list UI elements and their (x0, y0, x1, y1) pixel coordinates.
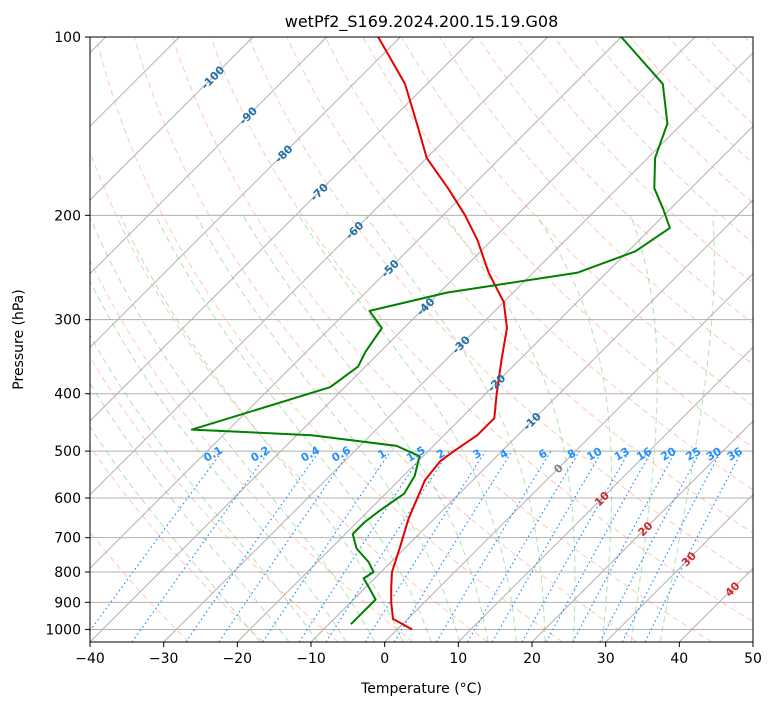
mixing-ratio-line (262, 450, 392, 642)
isotherm-line (605, 493, 753, 642)
x-tick-label: 10 (449, 651, 467, 667)
x-axis: −40 −30 −20 −10 0 10 20 30 40 50 (75, 642, 762, 667)
dry-adiabat (210, 37, 753, 623)
x-tick-label: −30 (149, 651, 179, 667)
isotherm-line (531, 420, 753, 642)
x-tick-label: 20 (523, 651, 541, 667)
isotherm-line (90, 37, 401, 349)
mixing-ratio-line (325, 450, 450, 642)
mixing-ratio-line (599, 450, 702, 642)
moist-adiabat (444, 215, 576, 642)
moist-adiabat (90, 279, 347, 642)
moist-adiabat (90, 334, 319, 642)
isotherm-line (163, 51, 753, 642)
isotherm-line (90, 37, 254, 201)
y-tick-label: 800 (54, 565, 81, 581)
x-tick-label: 30 (597, 651, 615, 667)
x-tick-label: 40 (670, 651, 688, 667)
mixing-ratio-line (185, 450, 320, 642)
y-tick-label: 500 (54, 444, 81, 460)
moist-adiabat (364, 215, 546, 642)
y-tick-label: 300 (54, 313, 81, 329)
isotherm-line (457, 346, 753, 642)
moist-adiabat (242, 215, 489, 642)
plot-frame (89, 36, 754, 643)
x-tick-label: −20 (223, 651, 253, 667)
background-lines (90, 37, 753, 642)
x-axis-label: Temperature (°C) (360, 681, 482, 697)
x-tick-label: −10 (296, 651, 326, 667)
y-tick-label: 1000 (45, 622, 81, 638)
dry-adiabat (90, 259, 414, 642)
y-tick-label: 700 (54, 531, 81, 547)
moist-adiabat (659, 215, 715, 642)
dry-adiabat (90, 445, 264, 642)
isotherm-line (236, 125, 753, 642)
y-tick-label: 100 (54, 30, 81, 46)
y-tick-label: 900 (54, 595, 81, 611)
isotherm-line (90, 37, 696, 642)
dry-adiabat (515, 37, 753, 284)
mixing-ratio-line (218, 450, 351, 642)
y-tick-label: 600 (54, 491, 81, 507)
y-axis: 100 200 300 400 500 600 700 800 900 1000 (45, 30, 90, 638)
series-lines (190, 37, 671, 631)
mixing-ratio-line (364, 450, 486, 642)
mixing-ratio-line (466, 450, 580, 642)
x-tick-label: 50 (744, 651, 762, 667)
moist-adiabat (155, 215, 432, 642)
dry-adiabat (286, 37, 753, 534)
dry-adiabat (171, 37, 712, 642)
x-tick-label: −40 (75, 651, 105, 667)
moist-adiabat (630, 215, 658, 642)
dry-adiabat (248, 37, 753, 578)
dewpoint-profile (190, 37, 671, 625)
moist-adiabat (120, 215, 404, 642)
moist-adiabat (90, 426, 261, 642)
moist-adiabat (536, 215, 613, 642)
isotherm-line (90, 37, 328, 275)
y-axis-label: Pressure (hPa) (11, 289, 27, 389)
y-tick-label: 400 (54, 387, 81, 403)
mixing-ratio-line (435, 450, 552, 642)
chart-title: wetPf2_S169.2024.200.15.19.G08 (285, 12, 559, 32)
isotherm-line (90, 37, 622, 570)
isotherm-line (384, 272, 753, 642)
moist-adiabat (90, 215, 376, 642)
x-tick-label: 0 (380, 651, 389, 667)
temperature-profile (377, 37, 508, 631)
mixing-ratio-line (298, 450, 425, 642)
dry-adiabat (95, 37, 563, 642)
dry-adiabat (324, 37, 753, 491)
mixing-ratio-line (572, 450, 677, 642)
y-tick-label: 200 (54, 208, 81, 224)
moist-adiabat (195, 215, 461, 642)
isotherm-line (90, 37, 475, 422)
moist-adiabat (90, 382, 290, 642)
isotherm-line (90, 37, 549, 496)
mixing-ratio-line (393, 450, 513, 642)
